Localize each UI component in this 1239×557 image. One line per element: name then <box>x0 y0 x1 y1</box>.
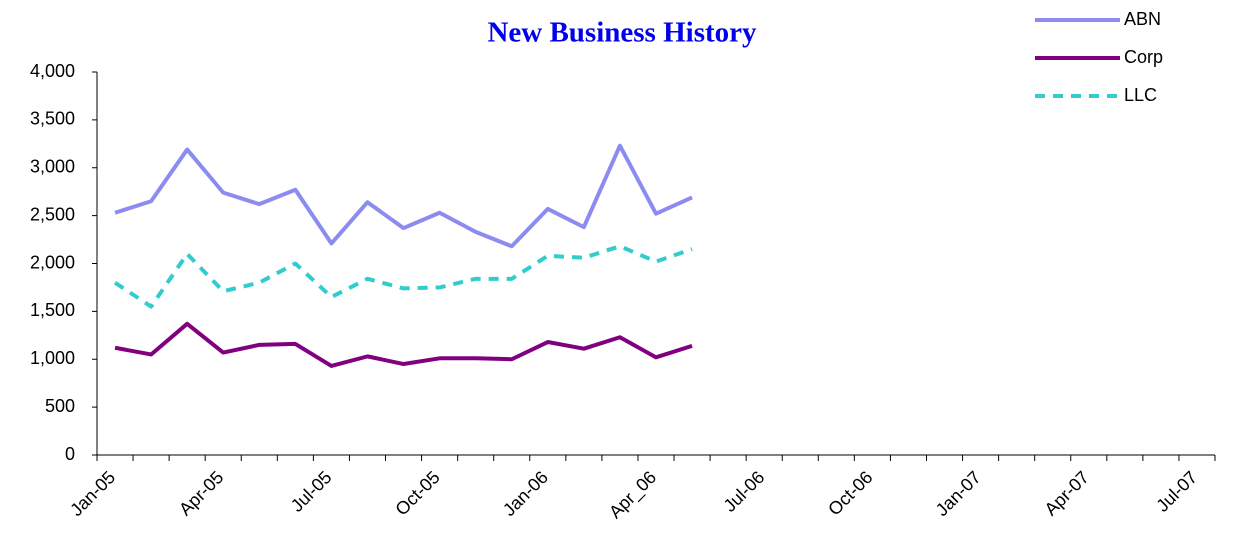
legend-label: ABN <box>1124 9 1161 29</box>
x-tick-label: Apr_06 <box>605 467 661 523</box>
x-tick-label: Jan-05 <box>66 467 119 520</box>
y-tick-label: 1,500 <box>30 300 75 320</box>
y-tick-label: 1,000 <box>30 348 75 368</box>
y-tick-label: 3,500 <box>30 109 75 129</box>
x-tick-label: Jul-07 <box>1152 467 1201 516</box>
x-tick-label: Jul-06 <box>720 467 769 516</box>
x-tick-label: Jan-07 <box>932 467 985 520</box>
series-line <box>114 143 693 249</box>
series-line <box>114 321 693 368</box>
x-tick-label: Jan-06 <box>499 467 552 520</box>
y-tick-label: 0 <box>65 444 75 464</box>
series-line <box>113 244 693 309</box>
y-tick-label: 2,000 <box>30 252 75 272</box>
x-tick-label: Jul-05 <box>287 467 336 516</box>
x-tick-label: Oct-06 <box>824 467 876 519</box>
x-tick-label: Apr-07 <box>1041 467 1093 519</box>
chart-title: New Business History <box>487 17 757 49</box>
x-tick-label: Apr-05 <box>175 467 227 519</box>
y-tick-label: 500 <box>45 396 75 416</box>
y-tick-label: 4,000 <box>30 61 75 81</box>
y-tick-label: 2,500 <box>30 204 75 224</box>
legend-label: Corp <box>1124 47 1163 67</box>
y-tick-label: 3,000 <box>30 157 75 177</box>
legend-label: LLC <box>1124 85 1157 105</box>
x-tick-label: Oct-05 <box>391 467 443 519</box>
